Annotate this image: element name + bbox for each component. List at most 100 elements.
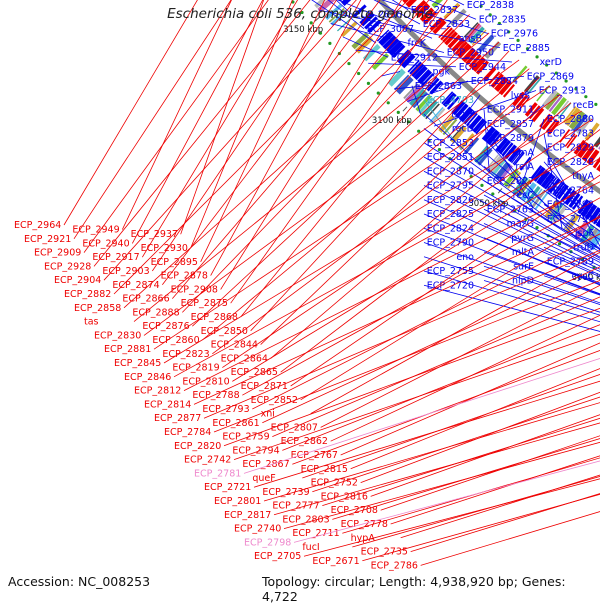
leader-line [303,478,600,557]
leader-line [292,350,600,465]
gene-arrow [588,207,600,223]
leader-line [163,110,582,364]
gene-arrow [385,38,400,53]
feature-block [525,185,541,204]
gene-arrow [413,65,428,81]
leader-line [381,0,489,34]
gene-arrow [564,133,576,147]
gene-label: ECP_2810 [182,376,229,387]
guide-dot [366,81,371,85]
leader-line [141,0,299,258]
guide-dot [535,55,539,59]
feature-block [563,212,577,231]
gene-label: ECP_2908 [171,284,218,295]
gene-label: ECP_2846 [124,372,171,383]
gene-label: ECP_2921 [24,234,71,245]
feature-block [450,125,467,144]
leader-line [423,227,600,295]
gene-label: ECP_2860 [152,335,199,346]
gene-label: ECP_2888 [132,307,179,318]
label-layer: ECP_2838 ECP_2837 ECP_2836 ECP_2835 ECP_2833… [14,0,600,571]
feature-block [536,85,551,102]
gene-label: ECP_2882 [64,289,111,300]
feature-block [337,16,353,32]
gene-label: ECP_2912 [391,52,438,63]
gene-arrow [572,195,584,210]
guide-dot [535,226,539,230]
leader-line [410,493,600,552]
leader-line [318,9,501,49]
leader-line [290,174,600,387]
gene-label: ECP_2788 [192,390,239,401]
forward-strand-genes [339,0,600,228]
leader-line [483,280,600,316]
gene-label: mazG [507,219,534,230]
gene-arrow [388,40,404,56]
gene-arrow [592,212,600,225]
leader-line [173,142,600,378]
gene-arrow [483,67,497,82]
gene-arrow [444,31,458,46]
gene-label: ECP_2815 [301,464,348,475]
gene-arrow [367,19,382,34]
gene-arrow [415,2,431,18]
gene-label: ECP_2798 [244,537,291,548]
gene-label: ECP_2793 [202,404,249,415]
gene-arrow [423,10,437,25]
gene-label: ECP_2777 [272,501,319,512]
leader-line [393,75,525,90]
leader-line [312,396,600,493]
gene-arrow [513,152,525,166]
gene-arrow [411,63,425,77]
scale-tick [402,106,408,112]
gene-label: ECP_2720 [427,280,474,291]
feature-block [463,136,480,155]
leader-line [390,455,600,525]
leader-line [543,275,600,296]
guide-dot [309,21,313,25]
gene-label: ECP_2877 [154,413,201,424]
gene-label: ECP_2857 [487,119,534,130]
leader-line [233,333,600,460]
guide-dot [507,30,511,34]
gene-label: ECP_2864 [221,353,268,364]
gene-arrow [409,61,422,75]
leader-line [352,476,600,548]
guide-dot [525,47,530,51]
gene-label: ECP_2814 [144,399,191,410]
gene-arrow [546,176,558,191]
gene-arrow [391,44,406,59]
gene-label: ECP_2909 [34,248,81,259]
gene-arrow [456,43,472,59]
gene-label: ECP_4703 [427,95,474,106]
feature-block [531,190,546,208]
guide-dot [300,10,304,15]
gene-arrow [573,139,587,155]
gene-label: nlpD [512,276,534,287]
gene-label: ECP_2781 [194,468,241,479]
gene-label: ECP_2837 [411,5,458,16]
gene-label: surE [513,261,534,272]
leader-line [373,0,421,25]
leader-line [342,36,389,58]
leader-line [242,197,600,396]
feature-block [468,26,485,44]
gene-label: ECP_2874 [112,280,159,291]
leader-line [543,189,600,232]
gene-label: ECP_2708 [331,505,378,516]
feature-block [418,97,435,114]
feature-block [415,94,432,112]
gene-label: truD [573,242,594,253]
gene-arrow [580,201,594,218]
gene-arrow [419,7,435,22]
feature-block [355,36,374,54]
gene-label: rumA [508,147,534,158]
guide-dot [328,41,332,45]
gene-arrow [502,84,516,98]
gene-arrow [490,133,502,147]
guide-dot [554,71,558,75]
gene-label: ECP_2767 [291,450,338,461]
leader-line [253,380,600,488]
gene-label: ECP_2828 [547,157,594,168]
gene-label: ECP_2807 [271,422,318,433]
